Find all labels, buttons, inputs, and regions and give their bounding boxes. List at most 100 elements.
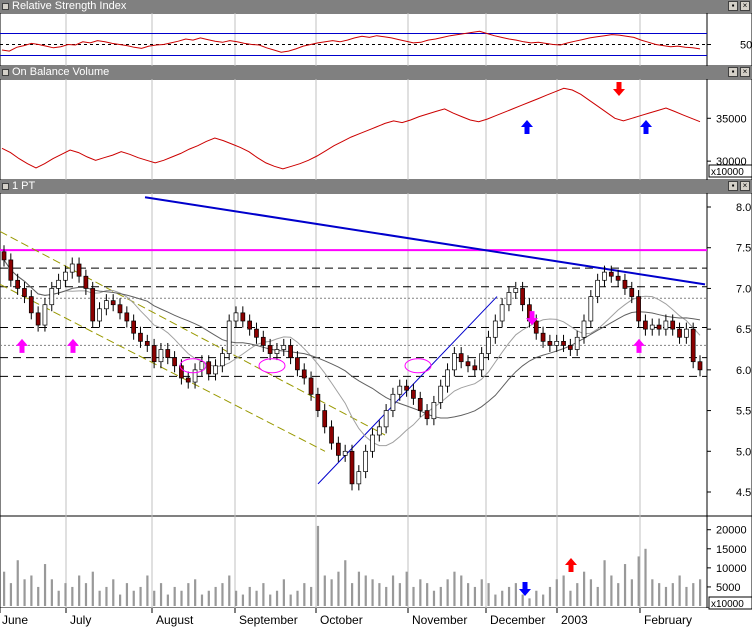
volume-bar — [289, 594, 292, 606]
candle-body — [240, 312, 246, 322]
candle-body — [574, 336, 580, 350]
obv-title: On Balance Volume — [12, 66, 110, 78]
panel-close-icon[interactable]: × — [740, 67, 750, 77]
candle-body — [568, 345, 573, 350]
candle-body — [697, 361, 703, 371]
volume-bar — [296, 590, 299, 606]
x-axis-area — [0, 608, 752, 629]
volume-tick-label: 15000 — [716, 544, 747, 556]
candle-body — [370, 434, 375, 452]
candle-body — [649, 324, 655, 330]
obv-panel: On Balance Volume ▪ × 35000 30000 x10000 — [0, 66, 752, 180]
candle-body — [97, 308, 102, 322]
volume-multiplier-box — [708, 596, 752, 610]
volume-bar — [71, 586, 74, 606]
volume-bar — [555, 579, 558, 606]
volume-bar — [64, 583, 67, 606]
panel-menu-icon[interactable]: ▪ — [728, 1, 738, 11]
candle-body — [179, 365, 184, 379]
volume-bar — [105, 586, 108, 606]
magenta-up-arrow-icon — [633, 338, 645, 353]
candle-body — [233, 312, 239, 322]
candle-body — [622, 279, 628, 289]
volume-bar — [426, 583, 429, 606]
volume-bar — [623, 564, 627, 606]
volume-chart: 20000 15000 10000 5000 x10000 June July August S… — [0, 516, 752, 629]
volume-bar — [467, 583, 470, 606]
volume-bar — [57, 590, 60, 606]
candle-body — [131, 320, 136, 334]
volume-bar — [159, 583, 163, 606]
volume-bar — [23, 579, 26, 606]
volume-bar — [125, 583, 129, 606]
volume-bar — [98, 590, 101, 606]
candle-body — [206, 361, 212, 375]
candle-body — [486, 336, 491, 354]
rsi-tick-label: 50 — [740, 40, 752, 52]
candle-body — [144, 341, 150, 346]
volume-blue-arrow-icon — [519, 582, 531, 596]
volume-bar — [398, 583, 401, 606]
volume-bar — [330, 579, 333, 606]
panel-close-icon[interactable]: × — [740, 181, 750, 191]
rsi-panel: Relative Strength Index ▪ × 50 — [0, 0, 752, 66]
rsi-title-bar: Relative Strength Index ▪ × — [0, 0, 752, 13]
volume-bar — [480, 579, 483, 606]
candle-body — [390, 393, 396, 411]
price-title-bar: 1 PT ▪ × — [0, 180, 752, 193]
volume-bar — [699, 579, 702, 606]
candle-body — [561, 341, 566, 346]
candle-body — [185, 377, 191, 383]
candle-body — [322, 410, 328, 428]
rsi-title: Relative Strength Index — [12, 0, 127, 12]
highlight-ellipse — [179, 358, 207, 374]
candle-body — [670, 320, 676, 330]
volume-bar — [446, 579, 449, 606]
candle-body — [615, 275, 621, 281]
price-tick-label: 5.0 — [736, 446, 751, 458]
month-label: June — [2, 613, 28, 627]
volume-bar — [569, 590, 572, 606]
month-label: 2003 — [561, 613, 588, 627]
rsi-line — [1, 30, 701, 53]
price-tick-label: 4.5 — [736, 487, 751, 499]
volume-bar — [91, 571, 94, 606]
candle-body — [49, 288, 55, 306]
candle-body — [42, 304, 48, 326]
candle-body — [158, 349, 164, 363]
magenta-up-arrow-icon — [67, 338, 79, 353]
channel-upper — [0, 230, 386, 436]
volume-bar — [119, 594, 122, 606]
price-tick-label: 5.5 — [736, 406, 751, 418]
candle-body — [540, 332, 546, 342]
panel-close-icon[interactable]: × — [740, 1, 750, 11]
volume-bar — [139, 586, 142, 606]
volume-bar — [460, 575, 463, 606]
volume-bar — [487, 583, 490, 606]
obv-blue-arrow-icon — [640, 120, 652, 134]
volume-bar — [371, 579, 374, 606]
volume-bar — [153, 590, 156, 606]
candle-body — [308, 377, 314, 395]
candle-body — [247, 320, 252, 330]
obv-title-bar: On Balance Volume ▪ × — [0, 66, 752, 79]
volume-bar — [310, 586, 313, 606]
magenta-up-arrow-icon — [16, 338, 28, 353]
volume-bar — [507, 586, 511, 606]
panel-menu-icon[interactable]: ▪ — [728, 181, 738, 191]
highlight-ellipse — [258, 358, 286, 374]
volume-bar — [221, 583, 224, 606]
panel-menu-icon[interactable]: ▪ — [728, 67, 738, 77]
volume-bar — [200, 594, 204, 606]
price-tick-label: 7.0 — [736, 283, 751, 295]
volume-bar — [692, 583, 695, 606]
volume-bar — [521, 594, 524, 606]
volume-bar — [187, 583, 190, 606]
candle-body — [90, 288, 96, 322]
volume-bar — [528, 598, 531, 606]
volume-bar — [282, 579, 285, 606]
volume-bar — [535, 590, 538, 606]
candle-body — [588, 296, 594, 322]
candle-body — [581, 320, 587, 338]
candle-body — [138, 332, 143, 342]
